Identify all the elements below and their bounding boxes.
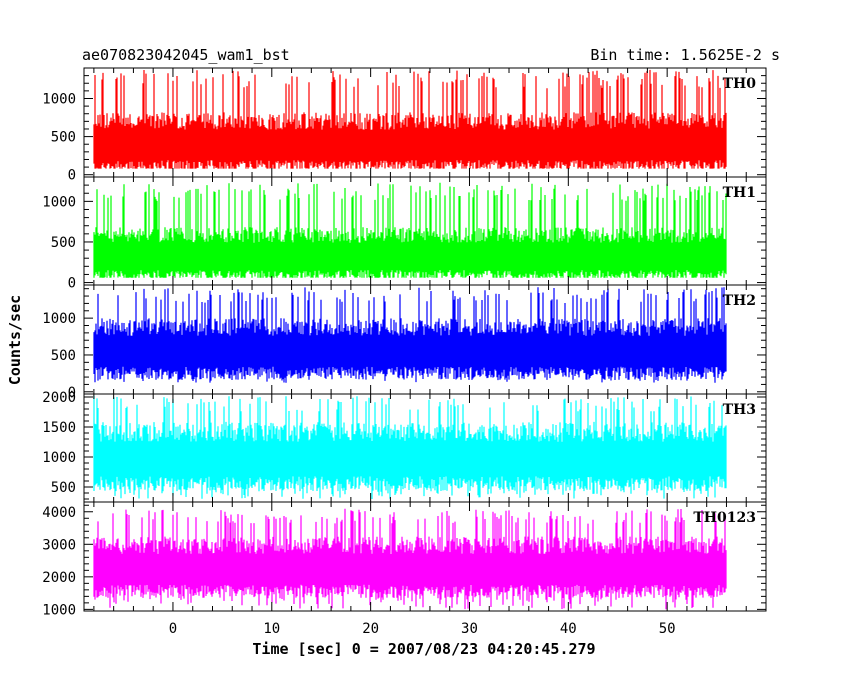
series-th0-trace [93, 69, 727, 169]
x-tick-label: 40 [560, 621, 577, 637]
y-tick-label: 1000 [42, 194, 76, 210]
panel-th3: 500 1000 1500 2000 TH3 [42, 390, 767, 503]
y-tick-label: 1000 [42, 91, 76, 107]
series-label-th0123: TH0123 [693, 510, 756, 526]
y-tick-label: 500 [51, 130, 76, 146]
series-th3-trace [93, 395, 727, 499]
series-label-th2: TH2 [723, 293, 756, 309]
x-tick-label: 10 [263, 621, 280, 637]
y-tick-label: 500 [51, 348, 76, 364]
x-tick-label: 30 [461, 621, 478, 637]
y-tick-label: 500 [51, 480, 76, 496]
y-tick-label: 0 [68, 276, 76, 292]
panel-th0123: 1000 2000 3000 4000 TH0123 [42, 501, 767, 618]
y-tick-label: 2000 [42, 570, 76, 586]
y-tick-label: 2000 [42, 390, 76, 406]
x-tick-label: 50 [659, 621, 676, 637]
series-th1-trace [93, 182, 727, 278]
figure-title: ae070823042045_wam1_bst [82, 46, 290, 64]
y-tick-label: 0 [68, 385, 76, 401]
series-label-th3: TH3 [723, 402, 756, 418]
y-tick-label: 1000 [42, 311, 76, 327]
panels-group: 05001000TH005001000TH105001000TH25001000… [42, 67, 767, 637]
series-th0123-trace [93, 508, 727, 610]
y-tick-label: 1000 [42, 602, 76, 618]
panel-th1: 0 500 1000 TH1 [42, 176, 767, 292]
y-axis-title: Counts/sec [6, 295, 24, 385]
x-axis-title: Time [sec] 0 = 2007/08/23 04:20:45.279 [252, 640, 595, 658]
panel-frame [83, 501, 767, 612]
x-tick-label: 20 [362, 621, 379, 637]
y-tick-label: 0 [68, 168, 76, 184]
panel-th2: 0 500 1000 TH2 [42, 284, 767, 401]
series-th2-trace [93, 287, 727, 383]
y-tick-label: 3000 [42, 537, 76, 553]
y-tick-label: 1500 [42, 420, 76, 436]
x-tick-label: 0 [169, 621, 177, 637]
panel-th0: 0 500 1000 TH0 [42, 67, 767, 184]
y-tick-label: 500 [51, 235, 76, 251]
y-tick-label: 1000 [42, 450, 76, 466]
y-tick-label: 4000 [42, 505, 76, 521]
series-label-th0: TH0 [723, 76, 757, 92]
bin-time-label: Bin time: 1.5625E-2 s [590, 46, 780, 64]
series-label-th1: TH1 [723, 185, 756, 201]
